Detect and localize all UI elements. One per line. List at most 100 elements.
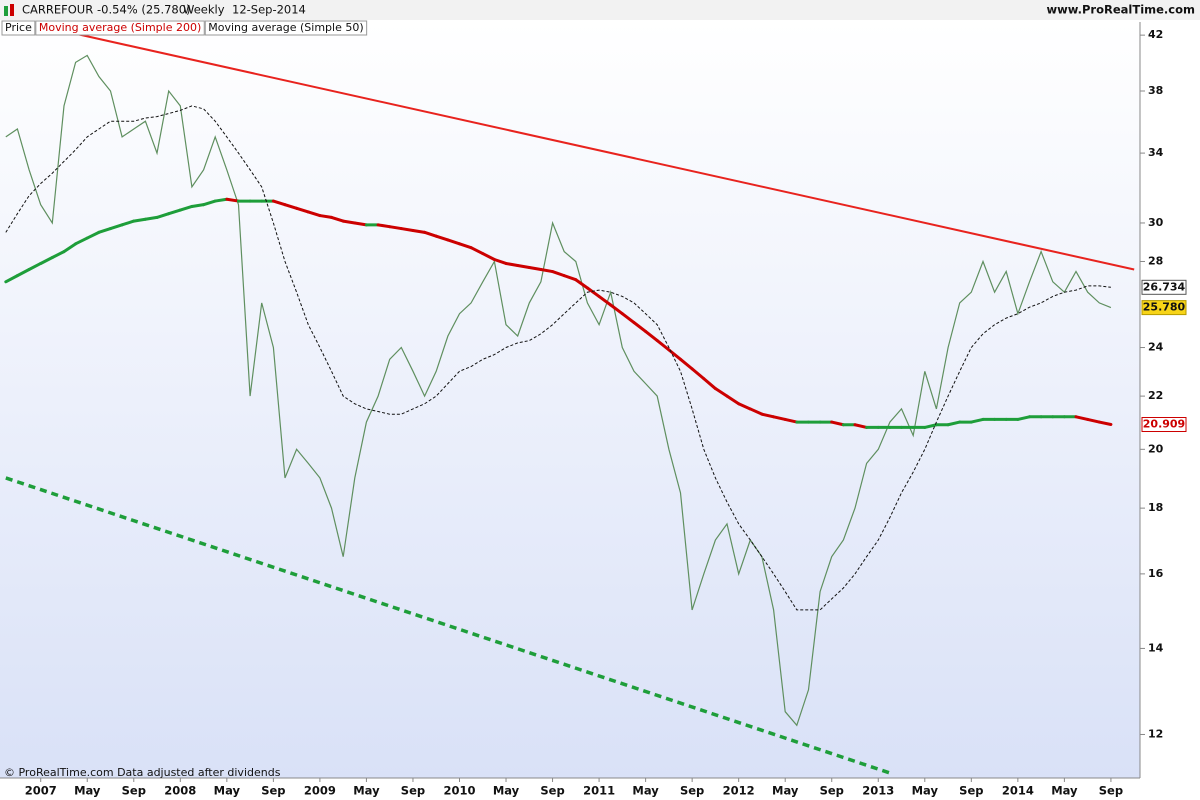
symbol: CARREFOUR <box>22 3 93 17</box>
line-segment <box>15 268 31 278</box>
header-bar <box>0 0 1200 20</box>
x-tick-label: May <box>772 784 799 798</box>
value-label: 26.734 <box>1143 280 1186 293</box>
line-segment <box>574 278 589 290</box>
line <box>5 54 1112 727</box>
line-segment <box>50 250 66 260</box>
change: -0.54% (25.780) <box>97 3 191 17</box>
y-tick-label: 16 <box>1148 567 1164 580</box>
value-label: 20.909 <box>1143 418 1185 431</box>
line-segment <box>225 197 240 203</box>
trendline <box>63 30 1135 271</box>
x-tick-label: 2011 <box>583 784 615 798</box>
line-segment <box>143 215 159 221</box>
line-segment <box>1097 420 1113 427</box>
line-segment <box>702 377 717 391</box>
line-segment <box>295 206 310 214</box>
line-segment <box>446 238 461 246</box>
line-segment <box>679 357 694 371</box>
line-segment <box>585 286 601 298</box>
line-segment <box>1016 415 1031 421</box>
line-segment <box>120 219 136 227</box>
x-tick-label: May <box>353 784 380 798</box>
x-tick-label: 2012 <box>723 784 755 798</box>
y-tick-label: 12 <box>1148 727 1163 740</box>
x-tick-label: May <box>912 784 939 798</box>
y-tick-label: 42 <box>1148 28 1163 41</box>
line-segment <box>74 236 89 246</box>
y-tick-label: 30 <box>1148 216 1164 229</box>
x-tick-label: 2009 <box>304 784 336 798</box>
x-tick-label: Sep <box>680 784 704 798</box>
x-tick-label: May <box>493 784 520 798</box>
logo <box>10 4 14 16</box>
line-segment <box>27 261 43 272</box>
x-tick-label: May <box>632 784 659 798</box>
y-tick-label: 34 <box>1148 146 1164 159</box>
x-tick-label: May <box>74 784 101 798</box>
line-segment <box>353 221 368 227</box>
line-segment <box>830 420 845 427</box>
y-tick-label: 38 <box>1148 84 1163 97</box>
legend-entry: Moving average (Simple 50) <box>208 21 363 34</box>
y-tick-label: 14 <box>1148 641 1164 654</box>
x-tick-label: Sep <box>959 784 983 798</box>
line-segment <box>376 223 392 229</box>
line-segment <box>4 274 19 284</box>
line-segment <box>690 367 706 381</box>
line-segment <box>539 268 555 274</box>
line-segment <box>434 234 450 242</box>
line-segment <box>341 219 357 225</box>
line-segment <box>155 212 171 219</box>
plot-area <box>0 22 1140 778</box>
line-segment <box>39 256 54 265</box>
line-segment <box>202 199 217 207</box>
x-tick-label: 2008 <box>164 784 196 798</box>
line-segment <box>97 227 113 234</box>
line-segment <box>62 242 78 254</box>
legend-box <box>35 20 205 36</box>
line-segment <box>271 199 287 207</box>
line-segment <box>562 274 578 282</box>
line-segment <box>178 204 194 212</box>
line-segment <box>853 423 869 429</box>
line-segment <box>213 197 229 203</box>
y-tick-label: 22 <box>1148 389 1163 402</box>
legend-box <box>1 20 36 36</box>
line-segment <box>388 225 403 231</box>
period: Weekly <box>183 3 225 17</box>
line-segment <box>1086 417 1101 424</box>
legend-box <box>204 20 368 36</box>
line-segment <box>306 210 322 218</box>
line-segment <box>737 402 752 411</box>
y-tick-label: 24 <box>1148 341 1164 354</box>
line-segment <box>167 208 182 216</box>
value-badge <box>1141 417 1187 433</box>
y-tick-label: 18 <box>1148 501 1163 514</box>
y-tick-label: 28 <box>1148 254 1163 267</box>
line-segment <box>457 242 473 250</box>
line <box>5 105 1111 611</box>
line-segment <box>504 261 520 267</box>
line-segment <box>644 329 659 343</box>
line-segment <box>923 423 938 429</box>
legend-entry: Moving average (Simple 200) <box>39 21 201 34</box>
x-tick-label: 2010 <box>443 784 475 798</box>
date: 12-Sep-2014 <box>232 3 306 17</box>
logo <box>4 6 8 16</box>
line-segment <box>969 417 985 424</box>
line-segment <box>109 223 124 231</box>
x-tick-label: Sep <box>540 784 564 798</box>
line-segment <box>748 407 764 416</box>
note: © ProRealTime.com Data adjusted after di… <box>4 766 281 779</box>
line-segment <box>330 215 345 223</box>
y-tick-label: 20 <box>1148 442 1164 455</box>
value-badge <box>1141 279 1187 295</box>
x-tick-label: May <box>1051 784 1078 798</box>
line-segment <box>190 203 206 208</box>
line-segment <box>85 230 101 240</box>
x-tick-label: May <box>214 784 241 798</box>
line-segment <box>469 246 485 256</box>
x-tick-label: Sep <box>122 784 146 798</box>
line-segment <box>132 217 147 223</box>
